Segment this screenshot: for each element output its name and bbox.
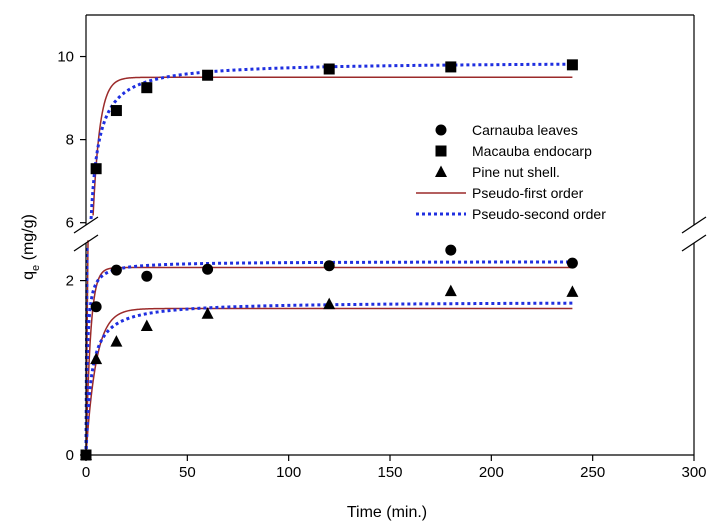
macauba-endocarp-point <box>90 163 102 175</box>
pine-nut-shell-point <box>444 284 457 297</box>
y-axis-title-main: q <box>20 271 37 280</box>
legend: Carnauba leaves Macauba endocarp Pine nut … <box>416 122 606 222</box>
axis-break-mark-left-upper <box>73 216 99 234</box>
y-tick-label: 8 <box>66 132 74 149</box>
axis-break-mark-left-lower <box>73 234 99 252</box>
y-tick-label: 2 <box>66 273 74 290</box>
carnauba-leaves-point <box>141 270 153 282</box>
x-tick-label: 0 <box>82 464 90 481</box>
axis-break-mark-right-upper <box>681 216 707 234</box>
axis-break-mark-right-lower <box>681 234 707 252</box>
macauba-endocarp-point <box>141 82 153 94</box>
x-tick-label: 300 <box>681 464 706 481</box>
pseudo-second-order-curve <box>84 260 573 456</box>
pine-nut-shell-point <box>90 352 103 365</box>
legend-label: Macauba endocarp <box>472 143 592 159</box>
carnauba-leaves-point <box>90 301 102 313</box>
legend-marker-square <box>435 145 447 157</box>
carnauba-leaves-point <box>110 264 122 276</box>
x-axis-title: Time (min.) <box>347 504 427 521</box>
carnauba-leaves-point <box>566 257 578 269</box>
macauba-endocarp-point <box>566 59 578 71</box>
y-tick-label: 0 <box>66 447 74 464</box>
carnauba-leaves-point <box>445 244 457 256</box>
x-tick-label: 200 <box>479 464 504 481</box>
x-tick-label: 100 <box>276 464 301 481</box>
y-axis-title-subscript: e <box>30 265 42 271</box>
legend-label: Carnauba leaves <box>472 122 578 138</box>
legend-label: Pine nut shell. <box>472 164 560 180</box>
data-points <box>80 59 579 461</box>
pine-nut-shell-point <box>566 285 579 297</box>
axis-ticks: 0 50 100 150 200 250 300 0 2 6 8 10 <box>57 49 706 481</box>
legend-marker-triangle <box>435 165 447 177</box>
plot-frame <box>73 14 707 456</box>
pseudo-first-order-curve <box>85 307 573 456</box>
y-tick-label: 6 <box>66 215 74 232</box>
carnauba-leaves-point <box>323 260 335 272</box>
x-tick-label: 250 <box>580 464 605 481</box>
pine-nut-shell-point <box>323 297 336 310</box>
pine-nut-shell-point <box>140 319 153 331</box>
y-tick-label: 10 <box>57 49 74 66</box>
y-axis-title: qe (mg/g) <box>20 214 42 280</box>
macauba-endocarp-point <box>202 69 214 81</box>
legend-label: Pseudo-second order <box>472 206 606 222</box>
carnauba-leaves-point <box>202 263 214 275</box>
pine-nut-shell-point <box>110 335 123 347</box>
pseudo-second-order-curve <box>84 301 573 456</box>
legend-label: Pseudo-first order <box>472 185 584 201</box>
x-tick-label: 50 <box>179 464 196 481</box>
macauba-endocarp-point <box>445 61 457 73</box>
macauba-endocarp-point <box>323 63 335 75</box>
pine-nut-shell-point <box>201 307 214 319</box>
y-axis-title-rest: (mg/g) <box>20 214 37 265</box>
macauba-endocarp-point <box>110 105 122 117</box>
pseudo-first-order-curve <box>85 266 573 456</box>
legend-marker-circle <box>435 124 447 136</box>
x-tick-label: 150 <box>377 464 402 481</box>
